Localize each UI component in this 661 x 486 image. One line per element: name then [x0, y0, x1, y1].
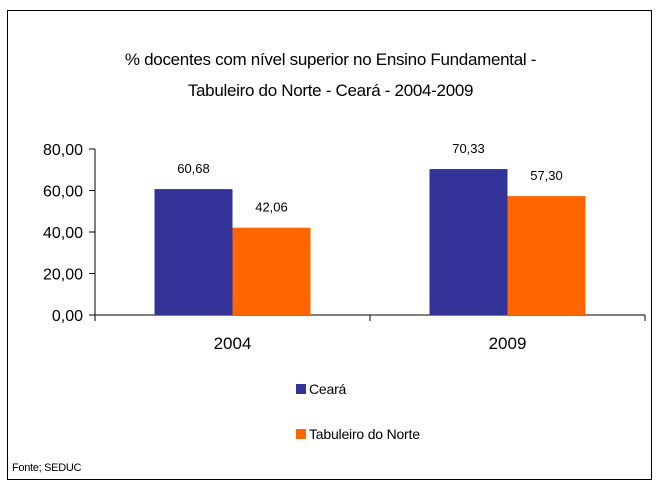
legend-swatch-ceara	[296, 384, 306, 394]
chart-title-line-2: Tabuleiro do Norte - Ceará - 2004-2009	[187, 81, 474, 100]
bar	[507, 196, 586, 315]
legend-swatch-tabuleiro-do-norte	[296, 429, 306, 439]
legend-label-ceara: Ceará	[309, 381, 347, 397]
chart-title-line-1: % docentes com nível superior no Ensino …	[124, 50, 537, 69]
bar	[429, 169, 508, 315]
y-tick-label: 40,00	[43, 225, 83, 242]
x-tick-label: 2004	[214, 334, 252, 353]
y-tick-label: 0,00	[52, 308, 83, 325]
data-label: 70,33	[452, 141, 485, 156]
y-tick-label: 80,00	[43, 142, 83, 159]
bar	[154, 189, 233, 315]
chart-title: % docentes com nível superior no Ensino …	[0, 44, 661, 106]
legend-item-ceara: Ceará	[296, 381, 346, 397]
data-label: 57,30	[530, 168, 563, 183]
legend-label-tabuleiro-do-norte: Tabuleiro do Norte	[309, 426, 420, 442]
bar	[232, 227, 311, 315]
legend-item-tabuleiro-do-norte: Tabuleiro do Norte	[296, 426, 420, 442]
x-tick-label: 2009	[489, 334, 527, 353]
y-tick-label: 20,00	[43, 267, 83, 284]
data-label: 60,68	[177, 161, 210, 176]
y-tick-label: 60,00	[43, 184, 83, 201]
data-label: 42,06	[255, 200, 288, 215]
source-note: Fonte; SEDUC	[12, 462, 82, 474]
